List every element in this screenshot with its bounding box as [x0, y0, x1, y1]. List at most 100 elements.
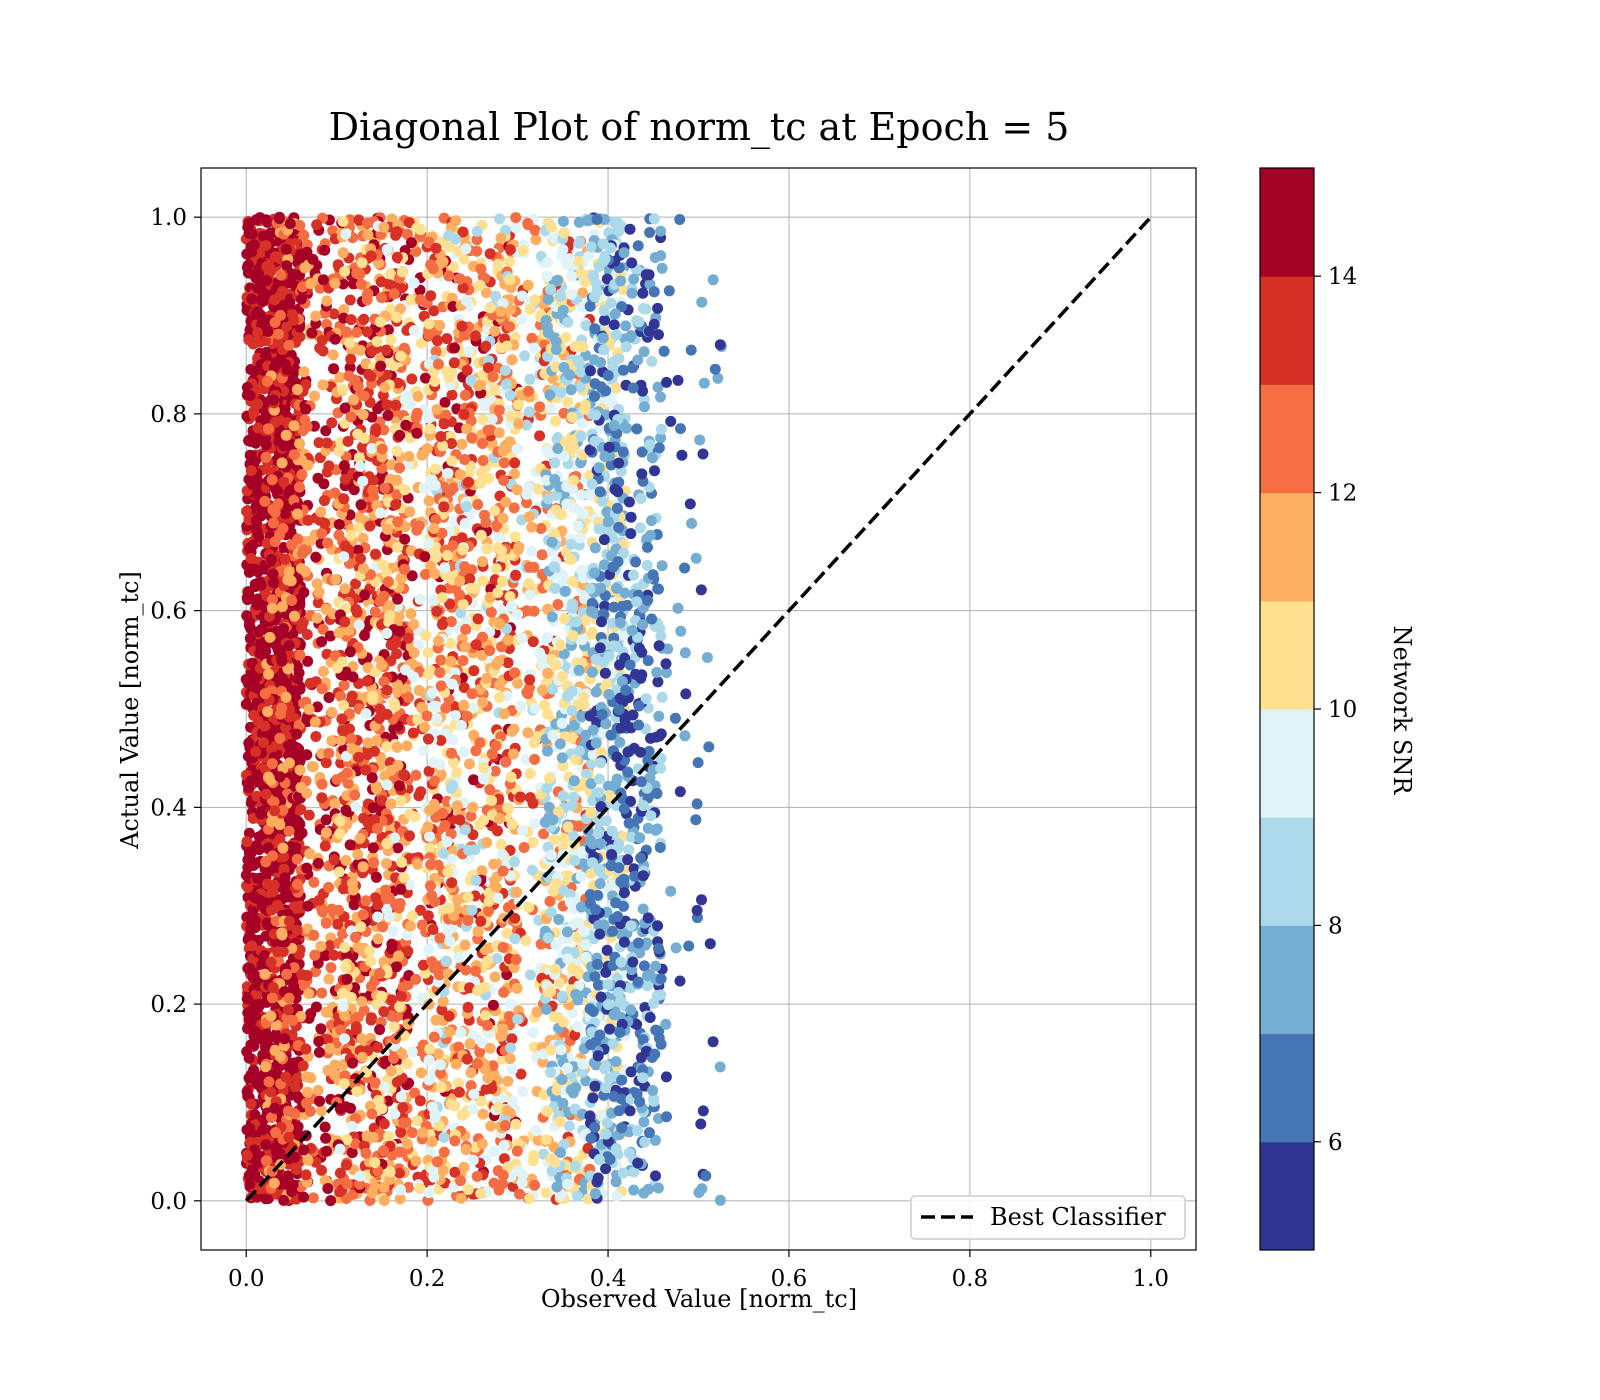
scatter-point	[356, 1033, 368, 1045]
scatter-point	[338, 493, 350, 505]
scatter-point	[257, 1124, 269, 1136]
scatter-point	[275, 269, 287, 281]
scatter-point	[252, 422, 264, 434]
scatter-point	[355, 344, 366, 356]
scatter-point	[498, 986, 510, 998]
scatter-point	[381, 627, 393, 639]
scatter-point	[364, 520, 376, 532]
scatter-point	[421, 443, 433, 455]
scatter-point	[377, 559, 389, 571]
scatter-point	[334, 1143, 346, 1155]
scatter-point	[471, 1170, 483, 1182]
scatter-point	[398, 872, 410, 884]
scatter-point	[330, 574, 342, 586]
scatter-point	[390, 399, 402, 411]
scatter-point	[424, 830, 435, 842]
scatter-point	[345, 411, 357, 423]
scatter-point	[312, 1084, 324, 1096]
scatter-point	[338, 699, 349, 711]
scatter-point	[287, 309, 298, 321]
scatter-point	[347, 877, 358, 889]
scatter-point	[302, 459, 314, 471]
scatter-point	[296, 969, 308, 980]
scatter-point	[272, 946, 284, 958]
scatter-point	[452, 894, 464, 906]
scatter-point	[412, 858, 424, 870]
scatter-point	[404, 506, 416, 518]
scatter-point	[326, 706, 338, 718]
scatter-point	[263, 423, 274, 435]
scatter-point	[260, 350, 272, 362]
scatter-point	[378, 1006, 390, 1018]
scatter-point	[402, 632, 414, 644]
scatter-point	[340, 961, 352, 973]
scatter-point	[340, 228, 352, 240]
scatter-point	[418, 482, 430, 494]
scatter-point	[327, 349, 339, 361]
scatter-point	[414, 593, 426, 605]
scatter-point	[472, 926, 484, 937]
scatter-point	[365, 980, 377, 992]
scatter-point	[317, 379, 329, 391]
scatter-point	[260, 1193, 272, 1205]
scatter-point	[279, 553, 291, 565]
scatter-point	[388, 697, 400, 709]
scatter-point	[316, 987, 328, 999]
scatter-point	[339, 473, 351, 485]
scatter-point	[283, 640, 295, 652]
scatter-point	[296, 827, 308, 839]
scatter-point	[323, 881, 335, 893]
scatter-point	[244, 389, 256, 401]
scatter-point	[499, 365, 511, 376]
scatter-point	[244, 1178, 256, 1190]
scatter-point	[391, 741, 403, 753]
scatter-point	[488, 1145, 500, 1157]
scatter-point	[355, 553, 366, 564]
scatter-point	[279, 508, 291, 520]
scatter-point	[325, 962, 337, 974]
scatter-point	[380, 344, 392, 356]
scatter-point	[439, 562, 451, 574]
scatter-point	[281, 968, 293, 980]
scatter-point	[243, 619, 255, 631]
scatter-point	[344, 839, 356, 851]
scatter-point	[504, 591, 516, 603]
scatter-point	[244, 963, 256, 975]
scatter-point	[305, 1008, 317, 1020]
scatter-point	[310, 310, 322, 322]
scatter-point	[532, 483, 544, 495]
scatter-point	[302, 514, 314, 526]
scatter-point	[376, 659, 388, 671]
scatter-point	[242, 862, 254, 873]
scatter-point	[454, 469, 466, 481]
scatter-point	[358, 432, 370, 444]
scatter-point	[456, 438, 468, 450]
scatter-point	[485, 1120, 497, 1132]
scatter-point	[394, 462, 405, 474]
scatter-point	[260, 788, 272, 800]
scatter-point	[247, 479, 259, 491]
scatter-point	[370, 871, 382, 883]
scatter-point	[457, 655, 469, 667]
scatter-point	[410, 769, 422, 781]
scatter-point	[242, 882, 254, 893]
scatter-point	[404, 920, 416, 932]
scatter-point	[286, 1186, 298, 1198]
scatter-point	[243, 1169, 255, 1181]
scatter-point	[416, 919, 428, 931]
scatter-point	[524, 768, 536, 780]
scatter-point	[357, 475, 369, 487]
scatter-point	[412, 391, 424, 402]
scatter-point	[273, 1147, 285, 1158]
scatter-point	[248, 365, 260, 377]
scatter-point	[390, 637, 402, 649]
scatter-point	[395, 795, 407, 807]
scatter-point	[367, 484, 379, 496]
scatter-point	[301, 749, 313, 761]
scatter-point	[492, 825, 503, 837]
scatter-point	[295, 293, 307, 305]
scatter-point	[341, 326, 353, 338]
scatter-point	[443, 270, 455, 282]
scatter-point	[291, 728, 303, 740]
scatter-point	[514, 1188, 525, 1200]
